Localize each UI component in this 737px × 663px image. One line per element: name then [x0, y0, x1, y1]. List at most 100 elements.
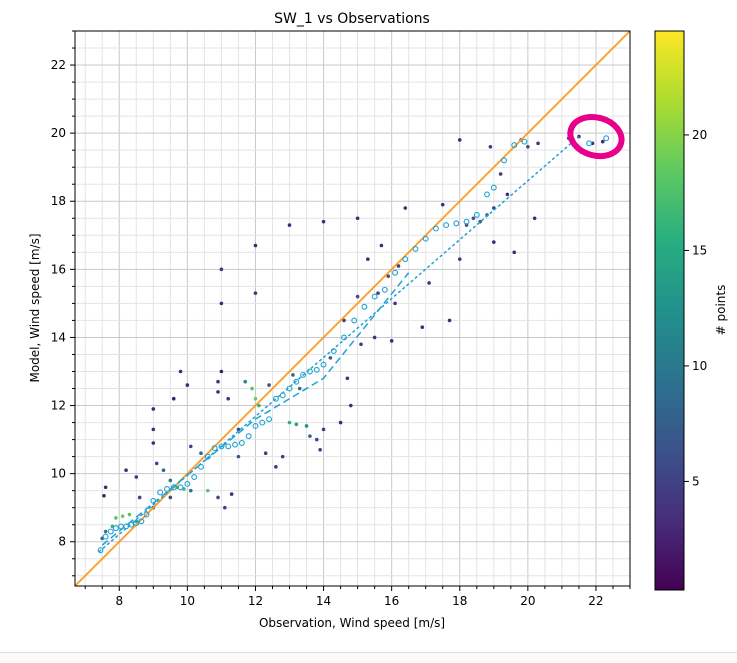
x-tick-label: 20 [520, 594, 535, 608]
qq-point [245, 433, 252, 440]
density-point [219, 369, 224, 374]
density-point [137, 495, 142, 500]
density-point [243, 379, 248, 384]
qq-point [266, 416, 273, 423]
density-point [393, 301, 397, 306]
qq-point [97, 547, 104, 554]
qq-point [218, 443, 225, 450]
density-point [267, 383, 271, 387]
density-point [151, 441, 156, 445]
qq-point [603, 135, 610, 142]
x-tick-label: 16 [384, 594, 399, 608]
qq-point [170, 484, 177, 491]
density-point [348, 403, 353, 408]
qq-point [143, 511, 150, 518]
density-point [219, 267, 224, 272]
density-point [236, 454, 241, 459]
line-linear-fit [98, 135, 580, 553]
x-tick-label: 14 [316, 594, 331, 608]
qq-point [128, 521, 135, 528]
colorbar-tick-label: 10 [692, 359, 707, 373]
x-tick-label: 12 [248, 594, 263, 608]
qq-point [501, 157, 507, 164]
qq-points [97, 135, 610, 554]
qq-point [490, 184, 497, 191]
qq-point [286, 385, 293, 392]
density-point [447, 318, 452, 323]
density-point [124, 468, 128, 473]
x-axis-label: Observation, Wind speed [m/s] [259, 616, 445, 630]
density-point [359, 342, 363, 347]
density-point [226, 396, 231, 401]
density-point [216, 390, 220, 394]
fit-lines [75, 31, 630, 586]
qq-point [381, 286, 388, 293]
qq-point [293, 378, 300, 385]
qq-point [300, 371, 307, 378]
qq-point [252, 423, 259, 429]
qq-point [204, 453, 211, 460]
density-point [253, 243, 258, 248]
y-tick-label: 18 [51, 194, 66, 208]
qq-point [150, 497, 157, 504]
qq-point [123, 523, 130, 530]
qq-point [225, 443, 232, 450]
qq-point [238, 440, 245, 446]
density-point [532, 216, 537, 221]
x-tick-label: 18 [452, 594, 467, 608]
density-point [345, 376, 350, 381]
density-point [103, 529, 108, 534]
density-point [114, 516, 118, 520]
colorbar-tick-label: 20 [692, 128, 707, 142]
density-point [236, 427, 241, 432]
qq-point [133, 520, 140, 526]
qq-point [351, 317, 358, 324]
density-point [328, 356, 333, 360]
chart-title: SW_1 vs Observations [274, 11, 430, 27]
qq-point [422, 235, 429, 242]
colorbar-tick-label: 5 [692, 474, 700, 488]
plot-frame [74, 30, 631, 587]
density-point [512, 250, 517, 255]
density-point [229, 492, 234, 496]
density-point [355, 216, 360, 221]
density-point [250, 386, 254, 391]
density-point [168, 478, 173, 483]
x-tick-label: 10 [180, 594, 195, 608]
density-point [338, 420, 343, 425]
qq-point [320, 361, 327, 368]
density-point [505, 192, 510, 197]
density-point [457, 257, 462, 261]
density-point [396, 264, 401, 268]
density-point [253, 396, 258, 401]
qq-point [586, 140, 593, 147]
density-point [355, 294, 360, 299]
density-point [120, 514, 125, 518]
density-point [376, 291, 380, 295]
density-point [188, 444, 193, 449]
qq-point [453, 220, 460, 227]
density-point [127, 512, 132, 517]
density-point [274, 465, 278, 469]
qq-point [361, 303, 368, 310]
density-point [287, 420, 292, 425]
qq-point [184, 480, 191, 487]
density-point [379, 243, 384, 248]
colorbar: 5 10 15 20 # points [654, 30, 728, 591]
qq-point [484, 191, 490, 198]
density-point [342, 318, 346, 323]
qq-point [463, 218, 470, 225]
qq-point [163, 486, 170, 492]
density-point [134, 475, 139, 479]
colorbar-label: # points [714, 285, 728, 336]
density-point [314, 437, 319, 442]
annotation [567, 114, 625, 160]
density-point [151, 407, 156, 411]
density-point [304, 424, 309, 428]
qq-point [313, 366, 320, 373]
qq-point [279, 392, 286, 399]
density-point [526, 144, 530, 149]
qq-point [211, 445, 218, 452]
qq-point [511, 142, 518, 149]
